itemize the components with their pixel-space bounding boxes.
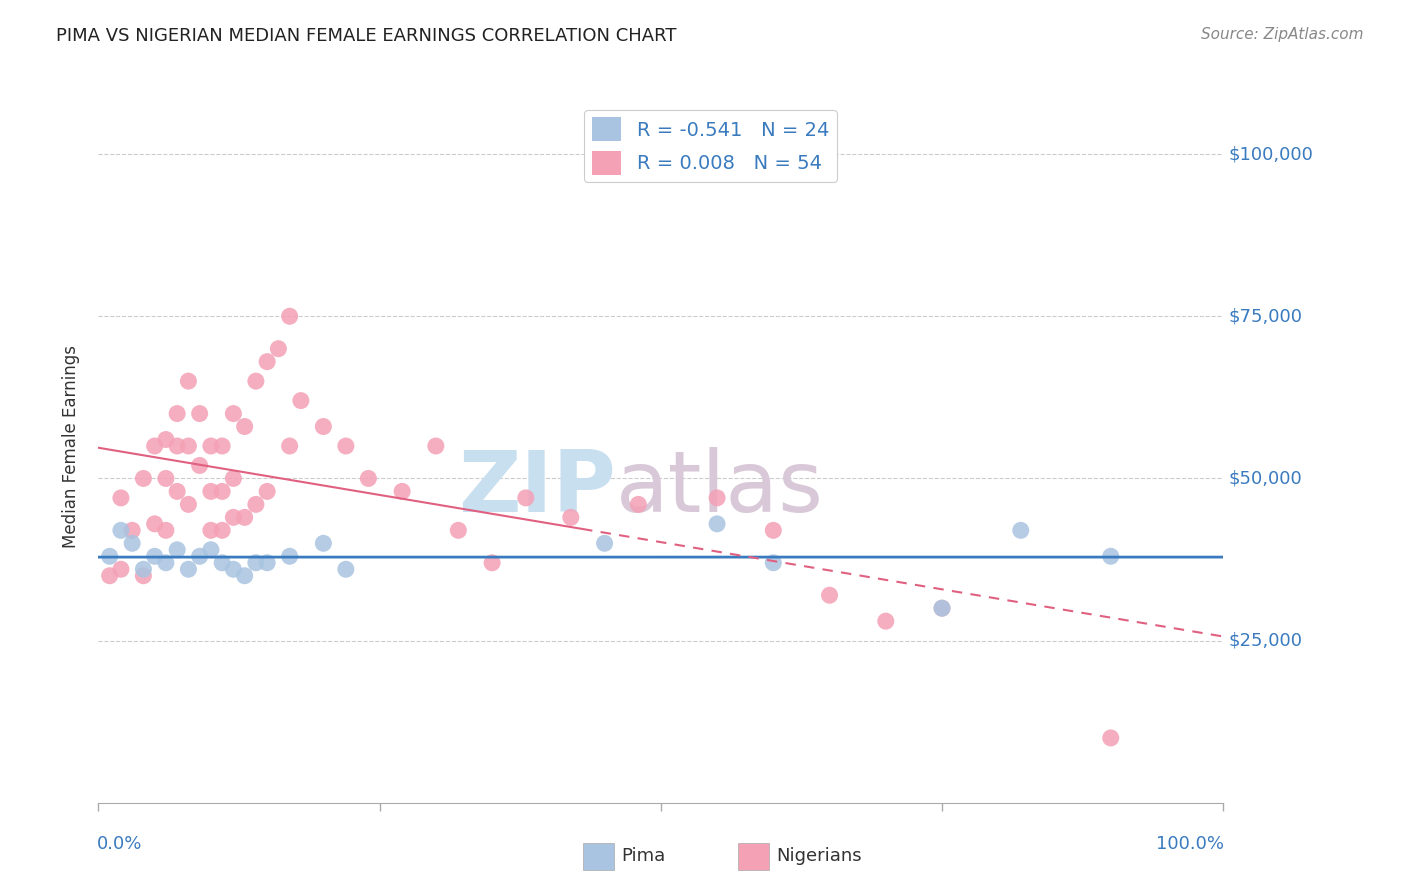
Text: $75,000: $75,000 <box>1229 307 1303 326</box>
Point <box>177 562 200 576</box>
Point <box>762 524 785 538</box>
Point <box>222 562 245 576</box>
Point <box>188 549 211 564</box>
Text: Pima: Pima <box>621 847 665 865</box>
Point <box>143 549 166 564</box>
Point <box>278 439 301 453</box>
Text: 100.0%: 100.0% <box>1156 835 1225 853</box>
Point <box>233 510 256 524</box>
Point <box>256 484 278 499</box>
Point <box>875 614 897 628</box>
Point <box>335 562 357 576</box>
Text: 0.0%: 0.0% <box>97 835 142 853</box>
Point <box>121 524 143 538</box>
Text: $50,000: $50,000 <box>1229 469 1302 487</box>
Point <box>110 562 132 576</box>
Point <box>211 524 233 538</box>
Point <box>1099 549 1122 564</box>
Point <box>762 556 785 570</box>
Point <box>110 524 132 538</box>
Point <box>166 407 188 421</box>
Point <box>312 536 335 550</box>
Point <box>222 510 245 524</box>
Point <box>155 471 177 485</box>
Point <box>188 407 211 421</box>
Text: atlas: atlas <box>616 447 824 531</box>
Point <box>245 556 267 570</box>
Text: Source: ZipAtlas.com: Source: ZipAtlas.com <box>1201 27 1364 42</box>
Point <box>278 310 301 324</box>
Point <box>98 549 121 564</box>
Point <box>121 536 143 550</box>
Point <box>560 510 582 524</box>
Point <box>391 484 413 499</box>
Point <box>166 542 188 557</box>
Point <box>1099 731 1122 745</box>
Point <box>200 524 222 538</box>
Point <box>447 524 470 538</box>
Point <box>211 556 233 570</box>
Text: ZIP: ZIP <box>458 447 616 531</box>
Text: PIMA VS NIGERIAN MEDIAN FEMALE EARNINGS CORRELATION CHART: PIMA VS NIGERIAN MEDIAN FEMALE EARNINGS … <box>56 27 676 45</box>
Point <box>256 556 278 570</box>
Legend: R = -0.541   N = 24, R = 0.008   N = 54: R = -0.541 N = 24, R = 0.008 N = 54 <box>583 110 837 182</box>
Point <box>233 419 256 434</box>
Point <box>706 491 728 505</box>
Point <box>177 439 200 453</box>
Point <box>166 484 188 499</box>
Point <box>256 354 278 368</box>
Text: $25,000: $25,000 <box>1229 632 1303 649</box>
Point <box>143 439 166 453</box>
Point <box>188 458 211 473</box>
Point <box>515 491 537 505</box>
Point <box>312 419 335 434</box>
Point <box>132 471 155 485</box>
Y-axis label: Median Female Earnings: Median Female Earnings <box>62 344 80 548</box>
Point <box>155 433 177 447</box>
Point <box>335 439 357 453</box>
Point <box>155 524 177 538</box>
Text: Nigerians: Nigerians <box>776 847 862 865</box>
Point <box>132 568 155 582</box>
Point <box>425 439 447 453</box>
Text: $100,000: $100,000 <box>1229 145 1313 163</box>
Point <box>200 484 222 499</box>
Point <box>267 342 290 356</box>
Point <box>818 588 841 602</box>
Point <box>290 393 312 408</box>
Point <box>110 491 132 505</box>
Point <box>931 601 953 615</box>
Point <box>155 556 177 570</box>
Point <box>177 374 200 388</box>
Point <box>132 562 155 576</box>
Point <box>211 439 233 453</box>
Point <box>98 568 121 582</box>
Point <box>278 549 301 564</box>
Point <box>593 536 616 550</box>
Point <box>481 556 503 570</box>
Point <box>233 568 256 582</box>
Point <box>1010 524 1032 538</box>
Point <box>200 542 222 557</box>
Point <box>245 374 267 388</box>
Point <box>143 516 166 531</box>
Point <box>357 471 380 485</box>
Point <box>245 497 267 511</box>
Point <box>200 439 222 453</box>
Point <box>222 471 245 485</box>
Point <box>931 601 953 615</box>
Point <box>627 497 650 511</box>
Point <box>166 439 188 453</box>
Point <box>211 484 233 499</box>
Point <box>177 497 200 511</box>
Point <box>222 407 245 421</box>
Point <box>706 516 728 531</box>
